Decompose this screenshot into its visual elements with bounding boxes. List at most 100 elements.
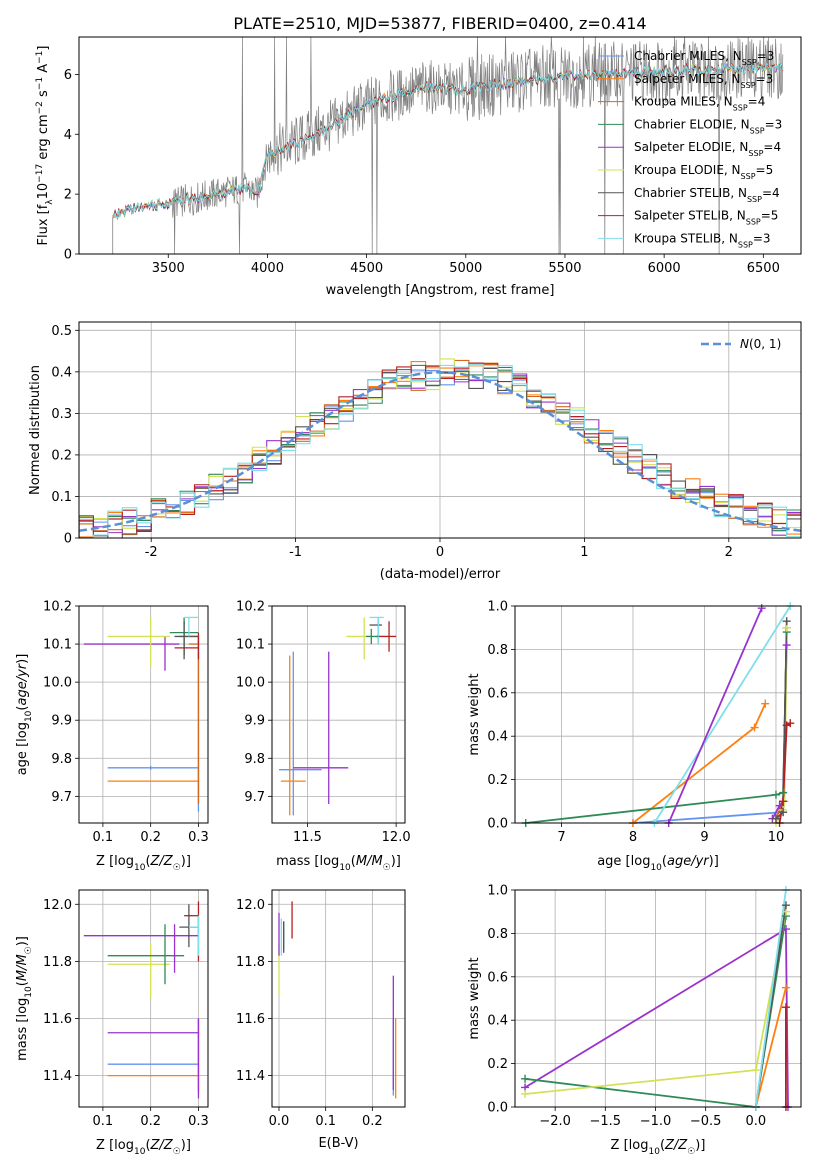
model-spectrum-9 bbox=[112, 60, 784, 219]
y-tick-label: 9.8 bbox=[244, 752, 265, 767]
plot-area-spectrum bbox=[112, 37, 784, 254]
weight-marker bbox=[782, 641, 791, 650]
x-tick-label: 0 bbox=[436, 545, 444, 560]
legend-entry: Chabrier ELODIE, NSSP=3 bbox=[634, 117, 782, 135]
y-tick-label: 9.8 bbox=[51, 752, 72, 767]
panel-residuals: -2 -1 0 1 2 0 0.1 0.2 0.3 0.4 0.5 (data-model)/erro… bbox=[28, 321, 802, 582]
y-axis-label: mass weight bbox=[467, 673, 482, 755]
weight-marker bbox=[781, 925, 790, 934]
x-tick-label: 0.0 bbox=[745, 1114, 766, 1129]
y-tick-label: 11.6 bbox=[236, 1012, 265, 1027]
axes-frame bbox=[78, 889, 209, 1108]
weight-series-6 bbox=[754, 890, 787, 1107]
y-tick-label: 0.2 bbox=[487, 1057, 508, 1072]
weight-marker bbox=[781, 901, 790, 910]
x-tick-label: 0.2 bbox=[140, 830, 161, 845]
y-tick-label: 0 bbox=[64, 248, 72, 263]
legend-entry: Salpeter ELODIE, NSSP=4 bbox=[634, 140, 781, 158]
x-tick-label: 7 bbox=[557, 830, 565, 845]
y-tick-label: 0.0 bbox=[487, 1101, 508, 1116]
x-axis-label: Z [log10(Z/Z☉)] bbox=[96, 1138, 191, 1157]
plot-area-residuals bbox=[79, 358, 801, 538]
y-tick-label: 0.4 bbox=[487, 730, 508, 745]
y-tick-label: 4 bbox=[64, 128, 72, 143]
weight-marker bbox=[751, 1066, 760, 1075]
weight-marker bbox=[786, 719, 795, 728]
y-tick-label: 10.0 bbox=[43, 676, 72, 691]
panel-age-vs-mass: 11.5 12.0 9.7 9.8 9.9 10.0 10.1 10.2 mass [log10… bbox=[236, 600, 411, 874]
y-tick-label: 0.0 bbox=[487, 817, 508, 832]
y-tick-label: 1.0 bbox=[487, 884, 508, 899]
weight-marker bbox=[781, 983, 790, 992]
panel-mass-vs-EBV: 0.0 0.1 0.2 11.4 11.6 11.8 12.0 E(B-V) bbox=[236, 889, 406, 1151]
plot-area-mass-vs-Z bbox=[83, 901, 200, 1099]
legend-entry: Chabrier MILES, NSSP=3 bbox=[634, 49, 774, 67]
panel-age-vs-Z: 0.1 0.2 0.3 9.7 9.8 9.9 10.0 10.1 10.2 Z [log10(Z… bbox=[15, 600, 209, 874]
x-axis-label: E(B-V) bbox=[318, 1136, 358, 1151]
x-tick-label: 8 bbox=[629, 830, 637, 845]
x-tick-label: 0.3 bbox=[188, 1114, 209, 1129]
y-tick-label: 0.3 bbox=[51, 407, 72, 422]
y-tick-label: 0.8 bbox=[487, 927, 508, 942]
y-tick-label: 9.9 bbox=[244, 714, 265, 729]
x-axis-label: age [log10(age/yr)] bbox=[597, 854, 719, 873]
y-tick-label: 0.6 bbox=[487, 970, 508, 985]
x-tick-label: −2.0 bbox=[539, 1114, 571, 1129]
axes-frame bbox=[78, 605, 209, 824]
y-tick-label: 6 bbox=[64, 68, 72, 83]
y-tick-label: 11.8 bbox=[43, 955, 72, 970]
x-tick-label: 12.0 bbox=[382, 830, 411, 845]
legend-entry: Kroupa STELIB, NSSP=3 bbox=[634, 231, 771, 249]
weight-series-9 bbox=[653, 606, 792, 823]
weight-marker bbox=[779, 808, 788, 817]
x-tick-label: 5500 bbox=[548, 261, 581, 276]
y-tick-label: 9.9 bbox=[51, 714, 72, 729]
x-tick-label: 3500 bbox=[152, 261, 185, 276]
panel-weight-vs-age: 7 8 9 10 0.0 0.2 0.4 0.6 0.8 1.0 age [log10(age/yr… bbox=[467, 600, 802, 873]
axes-frame bbox=[78, 36, 802, 255]
x-tick-label: 1 bbox=[580, 545, 588, 560]
y-tick-label: 12.0 bbox=[43, 898, 72, 913]
x-tick-label: −0.5 bbox=[690, 1114, 722, 1129]
normal-curve bbox=[79, 371, 801, 532]
weight-marker bbox=[750, 723, 759, 732]
x-tick-label: 0.3 bbox=[188, 830, 209, 845]
y-tick-label: 9.7 bbox=[244, 790, 265, 805]
x-axis-label: (data-model)/error bbox=[380, 567, 501, 582]
x-axis-label: Z [log10(Z/Z☉)] bbox=[96, 854, 191, 873]
y-tick-label: 0.1 bbox=[51, 490, 72, 505]
x-tick-label: 5000 bbox=[449, 261, 482, 276]
x-tick-label: 6500 bbox=[747, 261, 780, 276]
x-tick-label: 9 bbox=[700, 830, 708, 845]
plot-area-weight-vs-age bbox=[525, 606, 792, 823]
x-tick-label: 0.1 bbox=[93, 830, 114, 845]
legend-entry: N(0, 1) bbox=[740, 337, 781, 351]
axes-frame bbox=[271, 605, 406, 824]
x-axis-label: mass [log10(M/M☉)] bbox=[276, 854, 401, 873]
weight-series-10 bbox=[667, 607, 763, 823]
y-tick-label: 0.4 bbox=[487, 1014, 508, 1029]
x-axis-label: wavelength [Angstrom, rest frame] bbox=[326, 283, 555, 298]
panel-spectrum: 3500 4000 4500 5000 5500 6000 6500 0 2 4 6 waveleng… bbox=[35, 36, 802, 298]
y-tick-label: 10.1 bbox=[43, 638, 72, 653]
legend-entry: Kroupa MILES, NSSP=4 bbox=[634, 95, 765, 113]
x-tick-label: 0.1 bbox=[93, 1114, 114, 1129]
y-tick-label: 11.8 bbox=[236, 955, 265, 970]
weight-marker bbox=[779, 797, 788, 806]
y-axis-label: Normed distribution bbox=[28, 365, 43, 495]
x-tick-label: 0.1 bbox=[315, 1114, 336, 1129]
x-tick-label: −1.5 bbox=[590, 1114, 622, 1129]
axes-frame bbox=[271, 889, 406, 1108]
x-tick-label: 10 bbox=[768, 830, 785, 845]
y-tick-label: 0.6 bbox=[487, 686, 508, 701]
y-tick-label: 12.0 bbox=[236, 898, 265, 913]
y-tick-label: 11.4 bbox=[43, 1069, 72, 1084]
axes-frame bbox=[514, 889, 802, 1108]
y-tick-label: 10.1 bbox=[236, 638, 265, 653]
x-tick-label: 0.2 bbox=[362, 1114, 383, 1129]
weight-marker bbox=[521, 1074, 530, 1083]
y-tick-label: 0 bbox=[64, 532, 72, 547]
legend-entry: Chabrier STELIB, NSSP=4 bbox=[634, 186, 780, 204]
x-tick-label: 4000 bbox=[251, 261, 284, 276]
